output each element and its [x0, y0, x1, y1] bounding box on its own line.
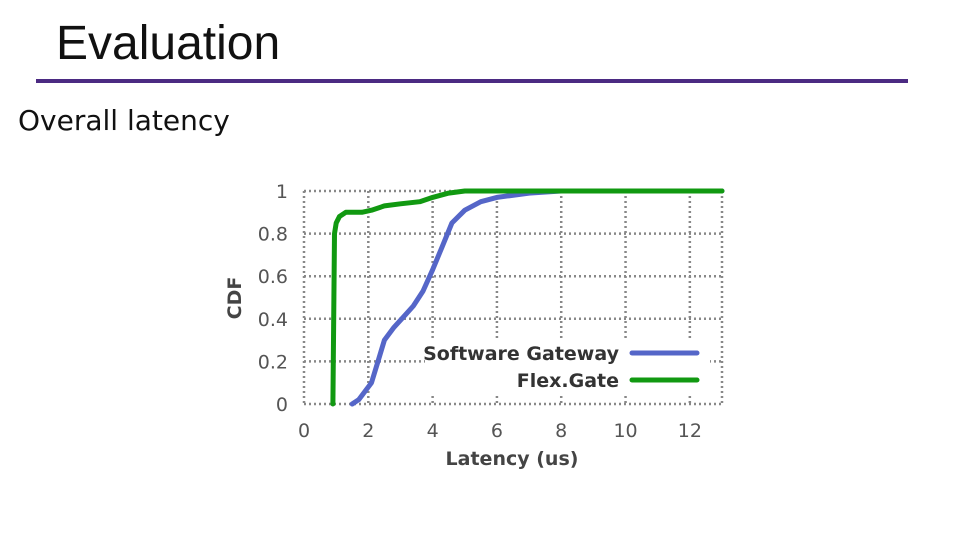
slide-title: Evaluation	[56, 17, 281, 70]
x-tick-label: 10	[613, 420, 637, 442]
series-lines	[330, 188, 725, 407]
x-tick-label: 12	[678, 420, 702, 442]
title-underline	[36, 79, 908, 83]
legend: Software Gateway Flex.Gate	[423, 338, 710, 394]
y-tick-label: 0.6	[258, 266, 288, 288]
slide-subtitle: Overall latency	[18, 104, 230, 137]
series-line-flex-gate	[330, 188, 725, 407]
x-tick-label: 4	[427, 420, 439, 442]
legend-label: Software Gateway	[423, 343, 620, 365]
x-tick-label: 0	[298, 420, 310, 442]
x-tick-label: 6	[491, 420, 503, 442]
x-axis-title: Latency (us)	[446, 448, 579, 470]
x-tick-label: 8	[555, 420, 567, 442]
y-tick-label: 1	[276, 181, 288, 203]
y-tick-labels: 0 0.2 0.4 0.6 0.8 1	[258, 181, 288, 416]
y-tick-label: 0.2	[258, 351, 288, 373]
y-tick-label: 0	[276, 394, 288, 416]
y-tick-label: 0.4	[258, 309, 288, 331]
legend-background	[425, 338, 710, 394]
y-tick-label: 0.8	[258, 224, 288, 246]
series-line-software-gateway	[349, 188, 725, 407]
x-tick-label: 2	[362, 420, 374, 442]
x-tick-labels: 0 2 4 6 8 10 12	[298, 420, 702, 442]
legend-label: Flex.Gate	[517, 370, 619, 392]
grid-lines	[302, 189, 724, 406]
y-axis-title: CDF	[224, 277, 246, 320]
